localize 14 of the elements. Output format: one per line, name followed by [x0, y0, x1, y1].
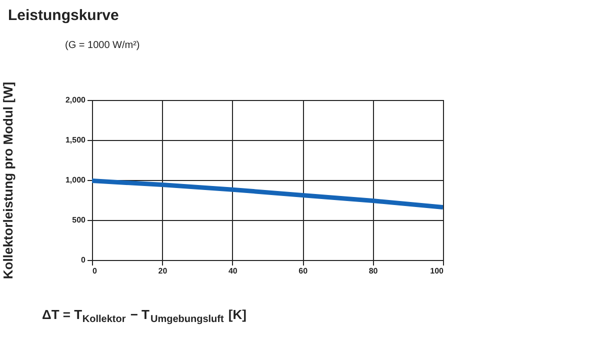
x-tick-label: 60	[298, 266, 308, 276]
y-tick-label: 1,000	[65, 176, 86, 184]
x-tick-label: 40	[228, 266, 238, 276]
x-tick-label: 100	[430, 266, 444, 276]
y-axis-title: Kollektorleistung pro Modul [W]	[0, 82, 16, 280]
y-tick-label: 1,500	[65, 136, 86, 144]
chart-title: Leistungskurve	[8, 7, 119, 24]
chart-subtitle: (G = 1000 W/m²)	[65, 40, 140, 51]
y-tick-label: 2,000	[65, 96, 86, 104]
y-tick-label: 500	[72, 216, 86, 224]
x-tick-label: 80	[368, 266, 378, 276]
y-tick-label: 0	[81, 256, 86, 264]
x-tick-label: 20	[158, 266, 168, 276]
x-tick-label: 0	[92, 266, 98, 276]
